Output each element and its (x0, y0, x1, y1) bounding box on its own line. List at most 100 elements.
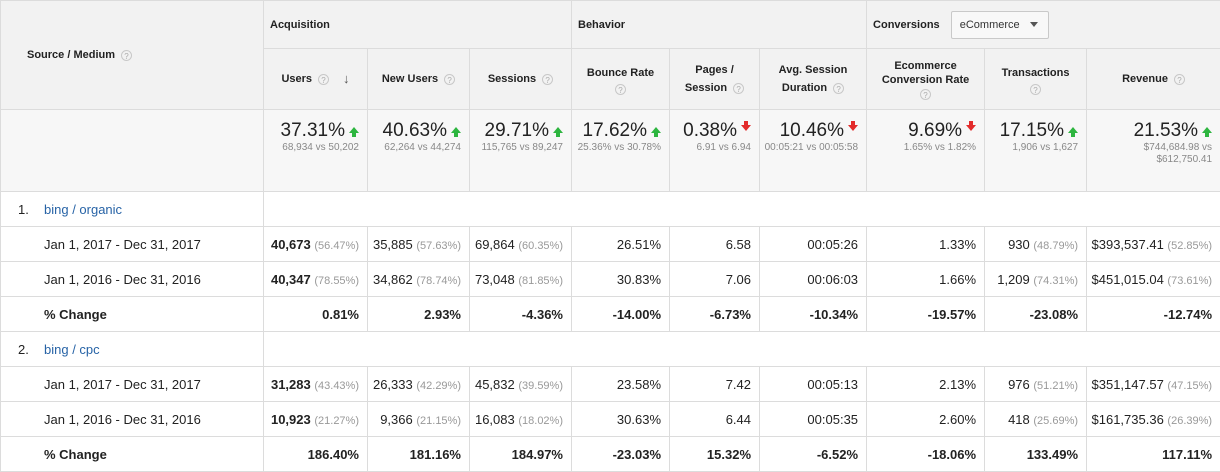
change-cell-bounce: -14.00% (572, 297, 670, 332)
metric-value: 2.13% (939, 377, 976, 392)
change-cell-bounce: -23.03% (572, 437, 670, 472)
pages-session-label-2: Session (685, 82, 727, 94)
avg-duration-label-2: Duration (782, 82, 827, 94)
metric-cell-new_users: 34,862 (78.74%) (368, 262, 470, 297)
metric-cell-pages: 6.58 (670, 227, 760, 262)
summary-compare: $744,684.98 vs $612,750.41 (1091, 142, 1212, 166)
help-icon[interactable]: ? (1174, 74, 1185, 85)
column-avg-session-duration[interactable]: Avg. Session Duration? (760, 49, 867, 110)
metric-value: 2.60% (939, 412, 976, 427)
change-cell-users: 0.81% (264, 297, 368, 332)
change-cell-pages: -6.73% (670, 297, 760, 332)
help-icon[interactable]: ? (615, 84, 626, 95)
metric-value: 34,862 (373, 272, 413, 287)
change-cell-ecom: -19.57% (867, 297, 985, 332)
metric-cell-duration: 00:05:13 (760, 367, 867, 402)
trend-down-icon (966, 125, 976, 131)
summary-label-cell (1, 110, 264, 192)
column-sessions[interactable]: Sessions? (470, 49, 572, 110)
help-icon[interactable]: ? (121, 50, 132, 61)
trend-up-icon (349, 127, 359, 133)
conversion-type-dropdown[interactable]: eCommerce (951, 11, 1049, 39)
help-icon[interactable]: ? (542, 74, 553, 85)
metric-value: 976 (1008, 377, 1030, 392)
summary-compare: 00:05:21 vs 00:05:58 (764, 142, 858, 154)
conversions-group: Conversions eCommerce (867, 1, 1220, 49)
column-revenue[interactable]: Revenue? (1087, 49, 1220, 110)
metric-value: 9,366 (380, 412, 413, 427)
source-link[interactable]: bing / organic (44, 202, 122, 217)
metric-cell-new_users: 26,333 (42.29%) (368, 367, 470, 402)
metric-percent: (57.63%) (416, 240, 461, 252)
help-icon[interactable]: ? (318, 74, 329, 85)
metric-percent: (21.27%) (314, 415, 359, 427)
metric-cell-transactions: 418 (25.69%) (985, 402, 1087, 437)
source-link[interactable]: bing / cpc (44, 342, 100, 357)
metric-value: 00:05:26 (807, 237, 858, 252)
help-icon[interactable]: ? (920, 89, 931, 100)
metric-cell-bounce: 30.63% (572, 402, 670, 437)
metric-percent: (47.15%) (1167, 380, 1212, 392)
metric-cell-users: 10,923 (21.27%) (264, 402, 368, 437)
avg-duration-label-1: Avg. Session (779, 64, 848, 76)
column-new-users[interactable]: New Users? (368, 49, 470, 110)
summary-value: 17.62% (583, 120, 647, 141)
column-pages-session[interactable]: Pages / Session? (670, 49, 760, 110)
metric-value: 16,083 (475, 412, 515, 427)
help-icon[interactable]: ? (833, 83, 844, 94)
change-cell-pages: 15.32% (670, 437, 760, 472)
column-bounce-rate[interactable]: Bounce Rate? (572, 49, 670, 110)
metric-value: 7.42 (726, 377, 751, 392)
change-cell-revenue: 117.11% (1087, 437, 1220, 472)
metric-value: $351,147.57 (1092, 377, 1164, 392)
trend-down-icon (848, 125, 858, 131)
column-users[interactable]: Users? ↓ (264, 49, 368, 110)
new-users-label: New Users (382, 73, 438, 85)
metric-value: 40,673 (271, 237, 311, 252)
metric-value: 00:05:35 (807, 412, 858, 427)
metric-cell-revenue: $161,735.36 (26.39%) (1087, 402, 1220, 437)
header-group-row: Source / Medium? Acquisition Behavior Co… (1, 1, 1220, 49)
users-label: Users (281, 73, 312, 85)
source-index: 2. (1, 342, 44, 357)
metric-percent: (26.39%) (1167, 415, 1212, 427)
summary-value: 9.69% (908, 120, 962, 141)
trend-up-icon (553, 127, 563, 133)
metric-value: 00:05:13 (807, 377, 858, 392)
summary-cell: 21.53%$744,684.98 vs $612,750.41 (1087, 110, 1220, 192)
pages-session-label-1: Pages / (695, 64, 734, 76)
metric-value: 23.58% (617, 377, 661, 392)
metric-value: $451,015.04 (1092, 272, 1164, 287)
metric-percent: (39.59%) (518, 380, 563, 392)
change-cell-duration: -10.34% (760, 297, 867, 332)
metric-value: 10,923 (271, 412, 311, 427)
behavior-group: Behavior (572, 1, 867, 49)
sort-descending-icon[interactable]: ↓ (343, 70, 350, 88)
help-icon[interactable]: ? (733, 83, 744, 94)
metric-cell-ecom: 1.33% (867, 227, 985, 262)
change-label: % Change (1, 437, 264, 472)
change-cell-duration: -6.52% (760, 437, 867, 472)
metric-cell-bounce: 30.83% (572, 262, 670, 297)
metric-value: 69,864 (475, 237, 515, 252)
column-transactions[interactable]: Transactions? (985, 49, 1087, 110)
metric-cell-duration: 00:06:03 (760, 262, 867, 297)
source-index: 1. (1, 202, 44, 217)
help-icon[interactable]: ? (444, 74, 455, 85)
metric-value: 26.51% (617, 237, 661, 252)
metric-percent: (51.21%) (1033, 380, 1078, 392)
help-icon[interactable]: ? (1030, 84, 1041, 95)
conversions-label: Conversions (873, 18, 940, 30)
source-medium-header[interactable]: Source / Medium? (1, 1, 264, 110)
metric-percent: (18.02%) (518, 415, 563, 427)
metric-value: $393,537.41 (1092, 237, 1164, 252)
metric-cell-new_users: 35,885 (57.63%) (368, 227, 470, 262)
chevron-down-icon (1030, 22, 1038, 27)
